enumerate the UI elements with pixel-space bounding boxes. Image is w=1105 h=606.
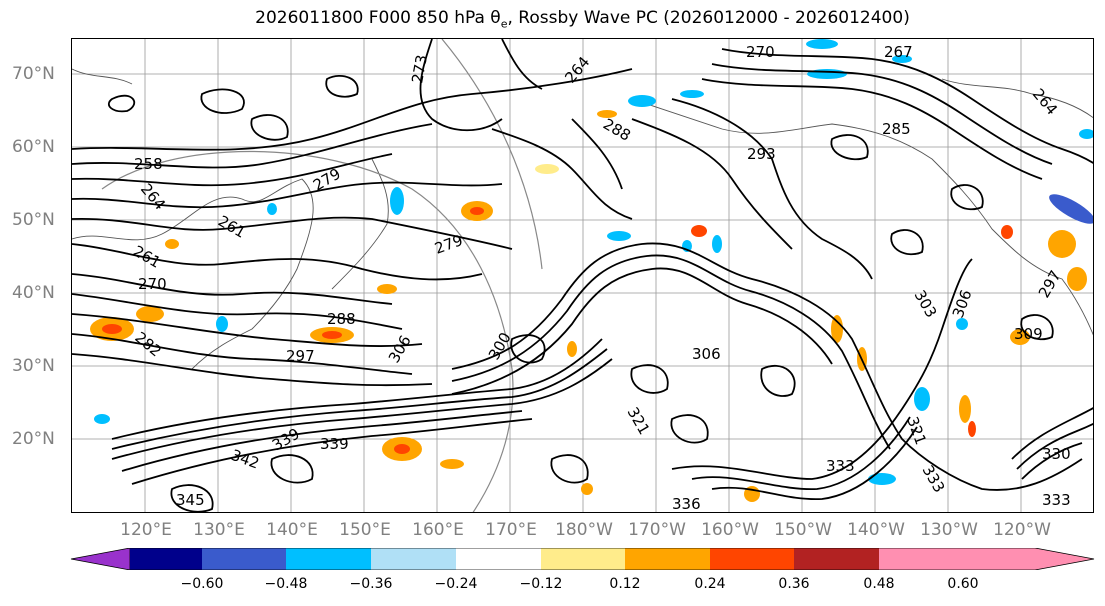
colorbar-tick: 0.60: [947, 576, 979, 592]
contour-label: 321: [624, 404, 654, 438]
contour-label: 297: [1035, 267, 1065, 301]
colorbar-tick: −0.36: [349, 576, 393, 592]
contour-label: 267: [884, 43, 913, 61]
lon-label-130w: 130°W: [920, 520, 978, 540]
colorbar-tick: −0.12: [519, 576, 563, 592]
colorbar-bin: [130, 548, 202, 570]
lon-label-120w: 120°W: [993, 520, 1051, 540]
contour-label: 264: [137, 180, 169, 214]
colorbar-bin: [456, 548, 541, 570]
contour-label: 270: [746, 43, 775, 61]
contour-label: 285: [882, 120, 911, 138]
theta-e-contours: [72, 39, 1093, 512]
contour-label: 264: [1029, 85, 1061, 119]
contour-label: 333: [1042, 491, 1071, 509]
contour-label: 339: [320, 435, 349, 453]
reference-arcs: [101, 39, 543, 512]
colorbar-bin: [625, 548, 710, 570]
lon-label-160e: 160°E: [412, 520, 464, 540]
colorbar: [70, 548, 1095, 570]
lat-label-20n: 20°N: [12, 429, 55, 449]
contour-label: 333: [826, 457, 855, 475]
contour-label: 309: [1014, 325, 1043, 343]
map-title: 2026011800 F000 850 hPa θe, Rossby Wave …: [255, 8, 910, 31]
contour-label: 288: [600, 115, 634, 145]
contour-label: 330: [1042, 445, 1071, 463]
lon-label-170w: 170°W: [628, 520, 686, 540]
colorbar-tick: −0.48: [264, 576, 308, 592]
lon-label-140w: 140°W: [847, 520, 905, 540]
contour-label: 293: [747, 145, 776, 163]
lon-label-130e: 130°E: [193, 520, 245, 540]
lat-label-30n: 30°N: [12, 356, 55, 376]
anomaly-shading: [90, 39, 1093, 502]
colorbar-tick: 0.24: [694, 576, 726, 592]
lon-label-170e: 170°E: [485, 520, 537, 540]
contour-label: 342: [229, 446, 262, 473]
colorbar-extend-low: [70, 548, 131, 570]
contour-map: 270 267 273 264 264 285 288 293 279 279 …: [72, 39, 1093, 513]
lat-label-60n: 60°N: [12, 137, 55, 157]
contour-label: 270: [138, 275, 167, 293]
contour-label: 258: [134, 155, 163, 173]
contour-label: 333: [919, 462, 949, 496]
colorbar-bin: [202, 548, 286, 570]
lon-label-180w: 180°W: [555, 520, 613, 540]
colorbar-tick: −0.24: [434, 576, 478, 592]
contour-label: 273: [408, 53, 431, 84]
lon-label-120e: 120°E: [120, 520, 172, 540]
contour-label: 264: [561, 53, 593, 87]
contour-label: 282: [131, 328, 165, 360]
contour-label: 261: [130, 242, 164, 272]
contour-label: 345: [176, 491, 205, 509]
colorbar-bin: [371, 548, 456, 570]
coastlines: [72, 68, 1093, 370]
contour-label: 303: [911, 287, 941, 321]
contour-label: 306: [949, 287, 976, 320]
colorbar-tick: −0.60: [180, 576, 224, 592]
lat-label-40n: 40°N: [12, 283, 55, 303]
colorbar-tick: 0.48: [863, 576, 895, 592]
graticule: [72, 39, 1093, 512]
contour-label: 288: [327, 310, 356, 328]
colorbar-bin: [710, 548, 794, 570]
lon-label-160w: 160°W: [701, 520, 759, 540]
map-panel: 270 267 273 264 264 285 288 293 279 279 …: [71, 38, 1094, 513]
colorbar-extend-high: [963, 548, 1094, 570]
lat-label-70n: 70°N: [12, 64, 55, 84]
colorbar-bin: [794, 548, 879, 570]
lon-label-150w: 150°W: [774, 520, 832, 540]
colorbar-tick: 0.12: [609, 576, 641, 592]
contour-label: 297: [286, 347, 315, 365]
contour-label: 306: [692, 345, 721, 363]
lat-label-50n: 50°N: [12, 210, 55, 230]
colorbar-bin: [286, 548, 371, 570]
lon-label-140e: 140°E: [266, 520, 318, 540]
contour-label: 336: [672, 495, 701, 513]
contour-label: 261: [215, 212, 249, 242]
colorbar-bin: [541, 548, 625, 570]
contour-label: 306: [385, 332, 415, 366]
colorbar-bin: [879, 548, 963, 570]
colorbar-tick: 0.36: [778, 576, 810, 592]
lon-label-150e: 150°E: [339, 520, 391, 540]
